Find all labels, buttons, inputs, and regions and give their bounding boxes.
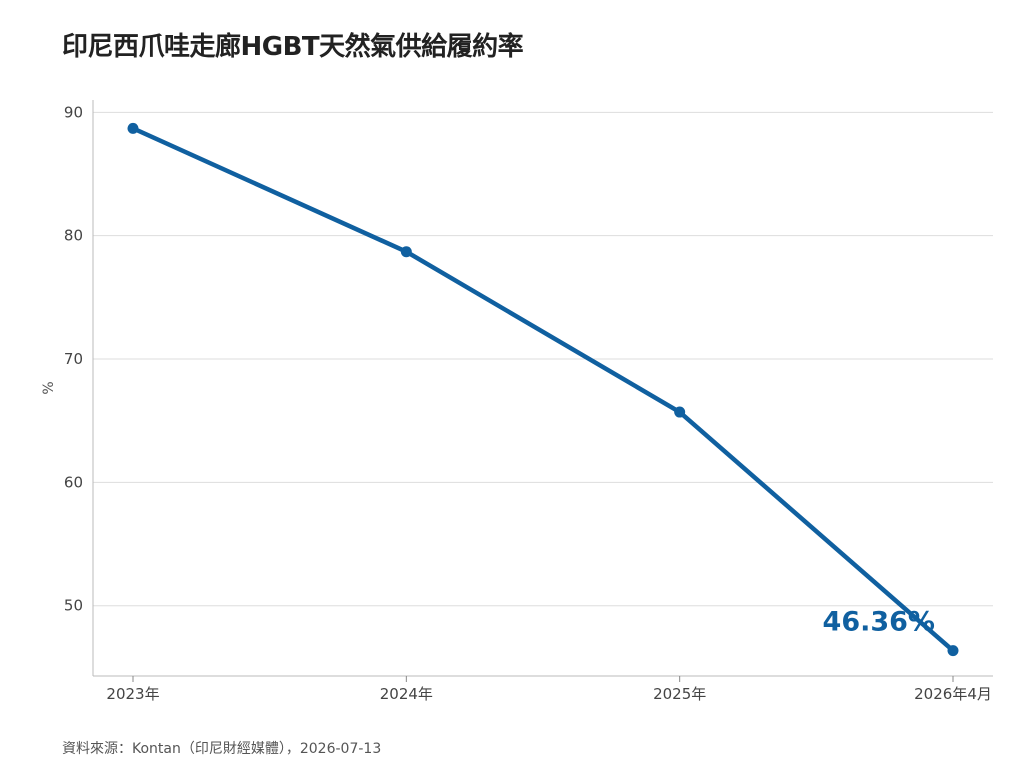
y-tick-label: 90 <box>64 103 83 121</box>
y-axis-label: % <box>41 381 57 394</box>
data-point <box>127 122 139 134</box>
x-tick-label: 2025年 <box>653 685 706 703</box>
source-note: 資料來源：Kontan（印尼財經媒體），2026-07-13 <box>62 741 382 757</box>
x-tick-label: 2023年 <box>106 685 159 703</box>
x-tick-label: 2026年4月 <box>914 685 992 703</box>
annotation-label: 46.36% <box>823 607 935 638</box>
y-tick-label: 80 <box>64 227 83 245</box>
series-line <box>130 126 956 653</box>
y-tick-label: 70 <box>64 350 83 368</box>
x-tick-label: 2024年 <box>380 685 433 703</box>
data-point <box>674 406 686 418</box>
y-tick-label: 60 <box>64 473 83 491</box>
data-point <box>947 645 959 657</box>
y-tick-label: 50 <box>64 597 83 615</box>
chart-title: 印尼西爪哇走廊HGBT天然氣供給履約率 <box>62 32 524 62</box>
data-point <box>400 246 412 258</box>
